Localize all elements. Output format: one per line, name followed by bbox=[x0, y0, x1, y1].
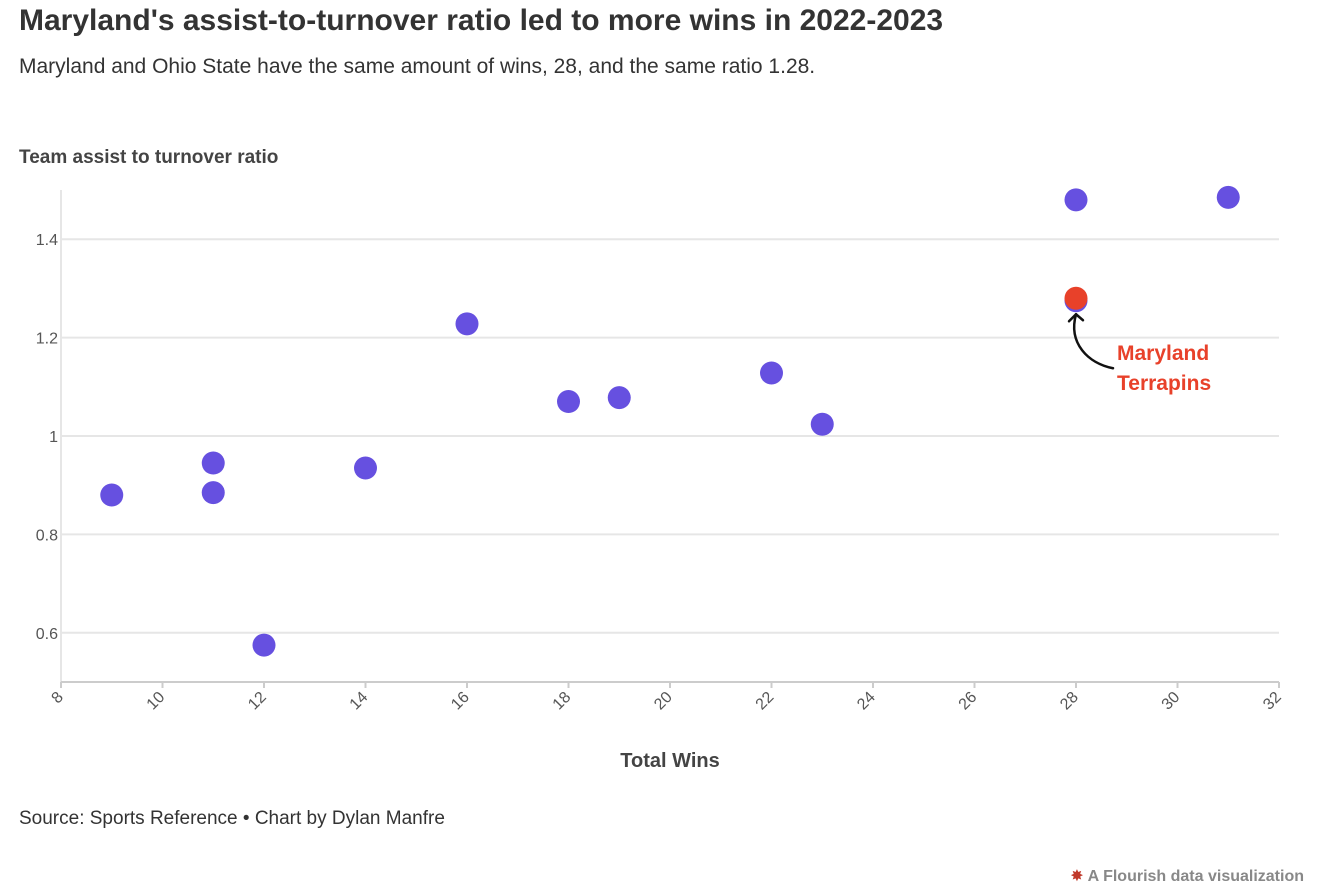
data-point[interactable] bbox=[455, 312, 479, 336]
data-point[interactable] bbox=[557, 390, 580, 414]
flourish-credit[interactable]: ✸ A Flourish data visualization bbox=[1070, 866, 1304, 886]
x-tick-label: 12 bbox=[245, 689, 270, 714]
x-tick-label: 26 bbox=[956, 689, 981, 714]
data-point[interactable] bbox=[760, 361, 783, 385]
annotation-label: Maryland bbox=[1117, 342, 1209, 365]
y-axis-title: Team assist to turnover ratio bbox=[19, 147, 279, 168]
chart-title: Maryland's assist-to-turnover ratio led … bbox=[19, 4, 944, 37]
annotation-arrowhead bbox=[1067, 312, 1085, 323]
y-tick-label: 1 bbox=[49, 429, 58, 446]
data-point-maryland[interactable] bbox=[1064, 286, 1088, 310]
x-tick-label: 32 bbox=[1260, 689, 1285, 714]
flourish-credit-text: A Flourish data visualization bbox=[1087, 868, 1304, 885]
data-point[interactable] bbox=[252, 633, 276, 657]
x-tick-label: 22 bbox=[753, 689, 778, 714]
y-tick-label: 1.4 bbox=[36, 232, 58, 249]
annotation-label: Terrapins bbox=[1117, 372, 1211, 395]
data-point[interactable] bbox=[810, 412, 834, 436]
source-note: Source: Sports Reference • Chart by Dyla… bbox=[19, 808, 445, 829]
gridlines bbox=[61, 238, 1279, 634]
x-tick-label: 24 bbox=[854, 689, 879, 714]
data-point[interactable] bbox=[201, 451, 225, 475]
y-tick-label: 0.6 bbox=[36, 626, 58, 643]
annotation: Maryland Terrapins bbox=[1067, 312, 1211, 395]
y-tick-label: 0.8 bbox=[36, 527, 58, 544]
x-tick-label: 28 bbox=[1057, 689, 1082, 714]
x-tick-label: 18 bbox=[550, 689, 575, 714]
scatter-chart: 8 10 12 14 16 18 20 22 24 26 28 30 32 0.60.811.21.4 … bbox=[36, 185, 1285, 772]
data-point[interactable] bbox=[1064, 188, 1088, 212]
y-tick-label: 1.2 bbox=[36, 331, 58, 348]
x-tick-label: 30 bbox=[1159, 689, 1184, 714]
data-point[interactable] bbox=[607, 386, 631, 410]
data-point[interactable] bbox=[354, 456, 377, 480]
x-tick-label: 16 bbox=[448, 689, 473, 714]
x-tick-label: 14 bbox=[347, 689, 372, 714]
x-axis-title: Total Wins bbox=[620, 750, 719, 772]
chart-subtitle: Maryland and Ohio State have the same am… bbox=[19, 55, 816, 78]
data-points bbox=[100, 185, 1240, 657]
annotation-arrow bbox=[1073, 312, 1115, 370]
y-axis-ticks: 0.6 0.8 1 1.2 1.4 bbox=[36, 232, 58, 643]
x-tick-label: 10 bbox=[144, 689, 169, 714]
flourish-logo-icon: ✸ bbox=[1070, 868, 1084, 885]
x-tick-label: 8 bbox=[49, 689, 67, 707]
data-point[interactable] bbox=[201, 481, 225, 505]
x-tick-label: 20 bbox=[651, 689, 676, 714]
data-point[interactable] bbox=[1216, 185, 1240, 209]
data-point[interactable] bbox=[100, 483, 124, 507]
x-axis-ticks: 8 10 12 14 16 18 20 22 24 26 28 30 32 bbox=[49, 682, 1285, 713]
